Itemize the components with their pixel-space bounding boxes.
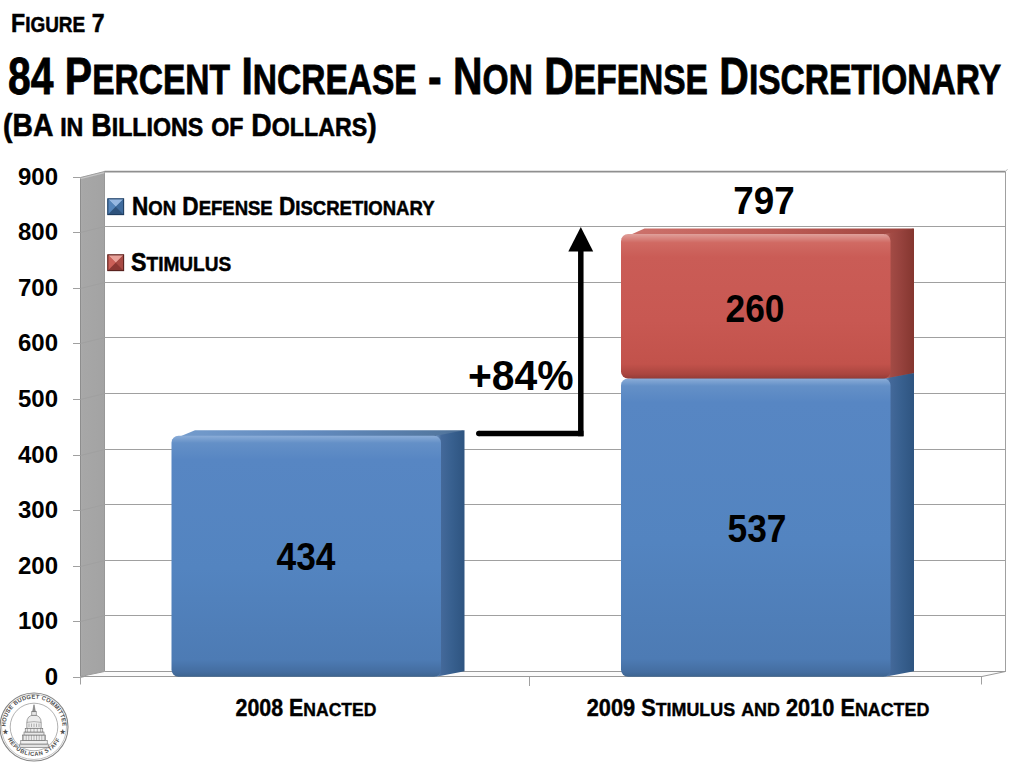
svg-text:★: ★ <box>2 728 8 735</box>
svg-text:★: ★ <box>60 728 66 735</box>
